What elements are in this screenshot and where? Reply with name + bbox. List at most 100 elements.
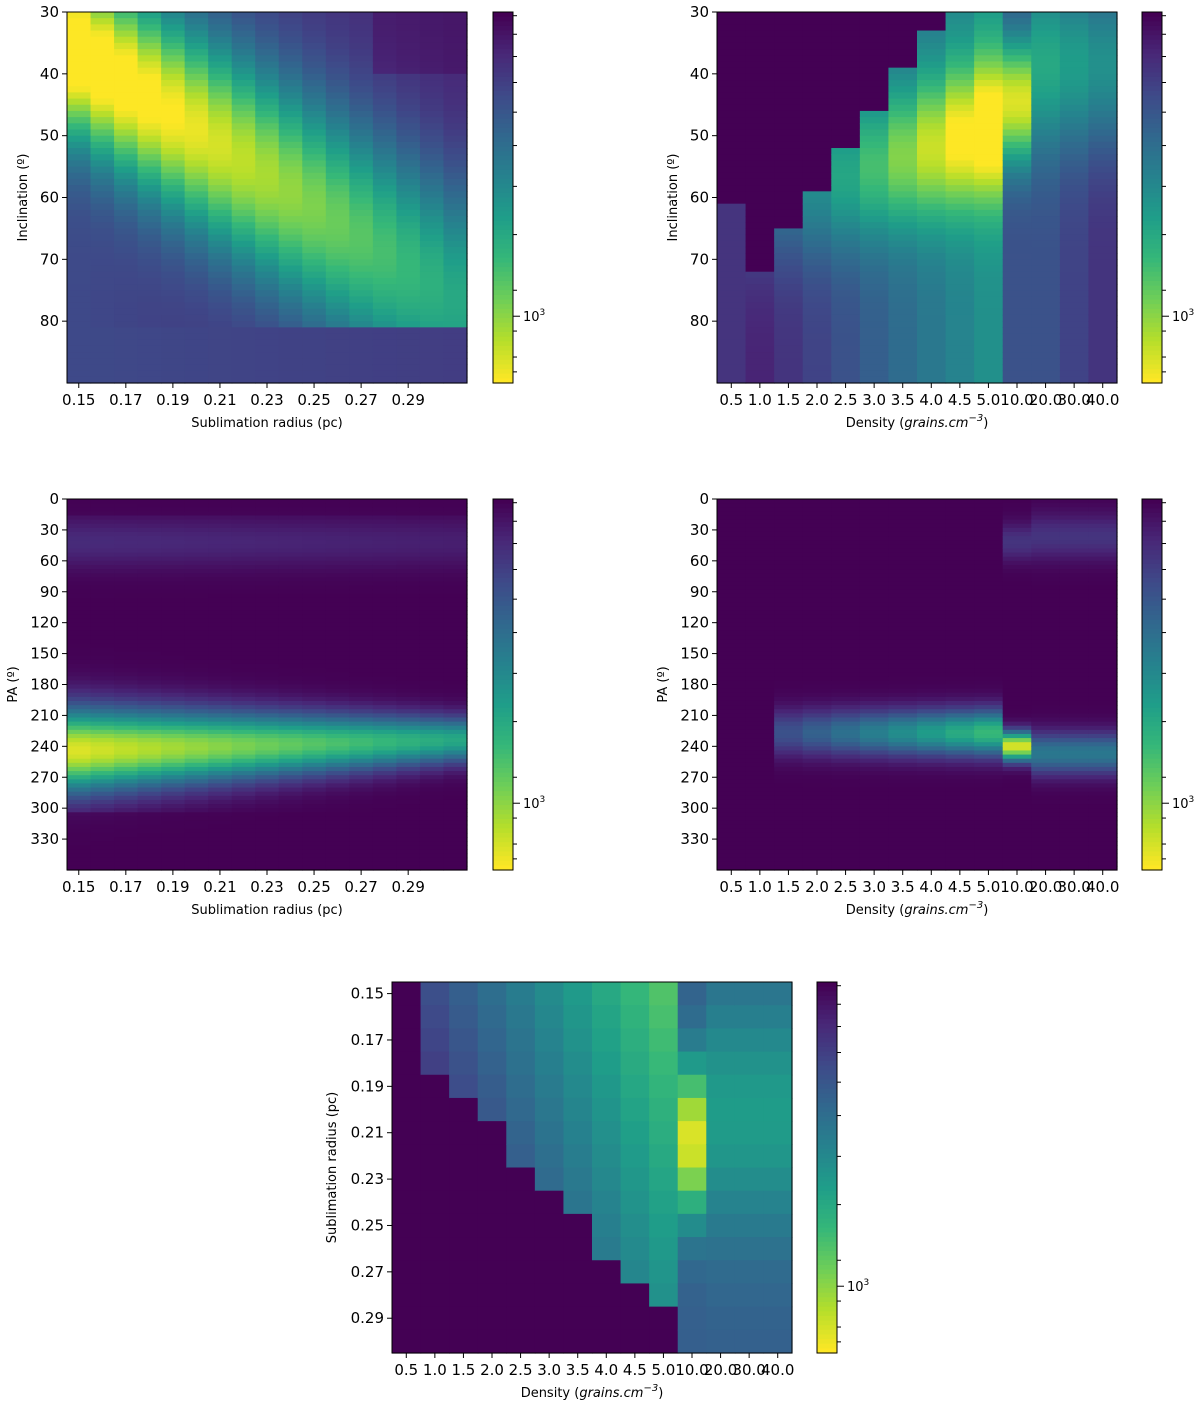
x-tick-label: 0.17: [109, 391, 142, 409]
heatmap-cell: [184, 635, 209, 640]
heatmap-cell: [349, 511, 374, 517]
colorbar-step: [493, 842, 513, 848]
heatmap-cell: [1059, 705, 1090, 710]
heatmap-cell: [114, 36, 139, 44]
heatmap-cell: [774, 771, 804, 776]
heatmap-cell: [67, 626, 92, 632]
heatmap-cell: [802, 635, 832, 640]
heatmap-cell: [161, 12, 186, 19]
heatmap-cell: [745, 758, 775, 764]
heatmap-cell: [114, 630, 139, 636]
heatmap-cell: [917, 602, 947, 607]
heatmap-cell: [1002, 742, 1032, 747]
colorbar-step: [493, 118, 513, 124]
heatmap-cell: [717, 290, 747, 298]
heatmap-cell: [114, 705, 139, 710]
heatmap-cell: [137, 178, 162, 186]
heatmap-cell: [774, 655, 804, 661]
heatmap-cell: [184, 552, 209, 558]
heatmap-cell: [114, 18, 139, 25]
heatmap-cell: [419, 519, 445, 525]
heatmap-cell: [419, 618, 445, 624]
heatmap-cell: [419, 536, 445, 541]
heatmap-cell: [974, 742, 1004, 747]
heatmap-cell: [1059, 635, 1090, 640]
heatmap-cell: [231, 783, 256, 789]
heatmap-cell: [917, 630, 947, 636]
heatmap-cell: [90, 610, 115, 616]
heatmap-cell: [184, 98, 209, 106]
heatmap-cell: [802, 364, 832, 372]
heatmap-cell: [349, 775, 374, 780]
heatmap-cell: [184, 544, 209, 550]
heatmap-cell: [184, 676, 209, 681]
heatmap-cell: [945, 141, 975, 149]
heatmap-cell: [717, 845, 747, 850]
heatmap-cell: [1088, 333, 1118, 341]
heatmap-cell: [774, 717, 804, 723]
heatmap-cell: [278, 688, 303, 694]
heatmap-cell: [443, 24, 468, 32]
heatmap-cell: [917, 55, 947, 63]
heatmap-cell: [302, 717, 327, 723]
heatmap-cell: [161, 531, 186, 537]
heatmap-cell: [278, 585, 303, 591]
heatmap-cell: [396, 92, 421, 100]
heatmap-cell: [831, 766, 861, 772]
heatmap-cell: [184, 548, 209, 554]
heatmap-cell: [1031, 148, 1061, 155]
heatmap-cell: [1031, 845, 1061, 850]
heatmap-cell: [419, 837, 445, 842]
heatmap-cell: [396, 253, 421, 260]
heatmap-cell: [90, 110, 115, 118]
heatmap-cell: [802, 606, 832, 611]
heatmap-cell: [208, 42, 233, 50]
heatmap-cell: [802, 345, 832, 353]
heatmap-cell: [1002, 593, 1032, 599]
heatmap-cell: [90, 762, 115, 768]
heatmap-cell: [372, 668, 398, 673]
heatmap-cell: [917, 321, 947, 328]
colorbar-tick-label: 103: [1172, 308, 1194, 325]
heatmap-cell: [208, 511, 233, 517]
heatmap-cell: [325, 705, 350, 710]
heatmap-cell: [1002, 812, 1032, 818]
heatmap-cell: [372, 783, 398, 789]
heatmap-cell: [859, 222, 890, 230]
heatmap-cell: [349, 277, 374, 285]
heatmap-cell: [161, 688, 186, 694]
y-tick-label: 120: [30, 614, 59, 632]
heatmap-cell: [419, 643, 445, 648]
colorbar-step: [493, 707, 513, 713]
heatmap-cell: [231, 314, 256, 322]
heatmap-cell: [945, 544, 975, 550]
heatmap-cell: [745, 569, 775, 574]
heatmap-cell: [302, 808, 327, 813]
heatmap-cell: [90, 742, 115, 747]
heatmap-cell: [278, 80, 303, 87]
heatmap-cell: [349, 713, 374, 719]
x-tick-label: 40.0: [1086, 391, 1119, 409]
heatmap-cell: [184, 197, 209, 205]
colorbar-step: [1142, 294, 1162, 301]
heatmap-cell: [302, 564, 327, 570]
heatmap-cell: [945, 812, 975, 818]
x-tick-label: 0.19: [156, 878, 189, 896]
heatmap-cell: [888, 787, 918, 793]
heatmap-cell: [255, 676, 280, 681]
heatmap-cell: [67, 733, 92, 739]
heatmap-cell: [231, 799, 256, 805]
heatmap-cell: [974, 364, 1004, 372]
heatmap-cell: [1002, 148, 1032, 155]
colorbar-step: [493, 712, 513, 718]
heatmap-cell: [831, 651, 861, 657]
heatmap-cell: [184, 828, 209, 834]
heatmap-cell: [137, 191, 162, 199]
heatmap-cell: [114, 837, 139, 842]
colorbar-step: [1142, 53, 1162, 59]
heatmap-cell: [67, 804, 92, 809]
heatmap-cell: [1002, 277, 1032, 285]
heatmap-cell: [745, 296, 775, 304]
heatmap-cell: [1088, 345, 1118, 353]
heatmap-cell: [114, 503, 139, 508]
